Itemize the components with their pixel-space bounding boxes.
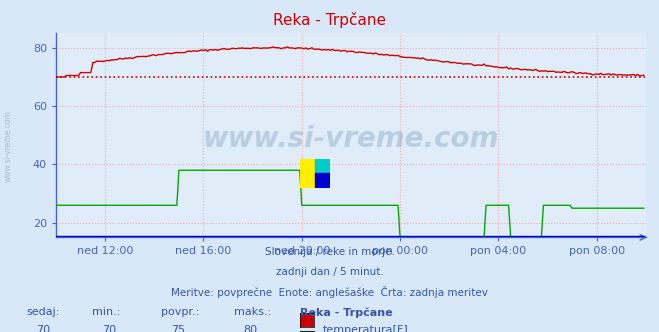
Text: www.si-vreme.com: www.si-vreme.com [3,110,13,182]
Text: Meritve: povprečne  Enote: anglešaške  Črta: zadnja meritev: Meritve: povprečne Enote: anglešaške Črt… [171,286,488,298]
Text: min.:: min.: [92,307,121,317]
Text: povpr.:: povpr.: [161,307,200,317]
Text: maks.:: maks.: [234,307,272,317]
Text: sedaj:: sedaj: [26,307,60,317]
Text: temperatura[F]: temperatura[F] [322,325,408,332]
Text: Reka - Trpčane: Reka - Trpčane [300,307,393,318]
Text: 80: 80 [243,325,258,332]
Text: zadnji dan / 5 minut.: zadnji dan / 5 minut. [275,267,384,277]
Text: Slovenija / reke in morje.: Slovenija / reke in morje. [264,247,395,257]
Text: 70: 70 [36,325,50,332]
Text: 70: 70 [101,325,116,332]
Polygon shape [315,173,330,188]
Polygon shape [300,159,315,188]
Text: www.si-vreme.com: www.si-vreme.com [203,125,499,153]
Text: 75: 75 [171,325,185,332]
Polygon shape [315,159,330,173]
Text: Reka - Trpčane: Reka - Trpčane [273,12,386,28]
